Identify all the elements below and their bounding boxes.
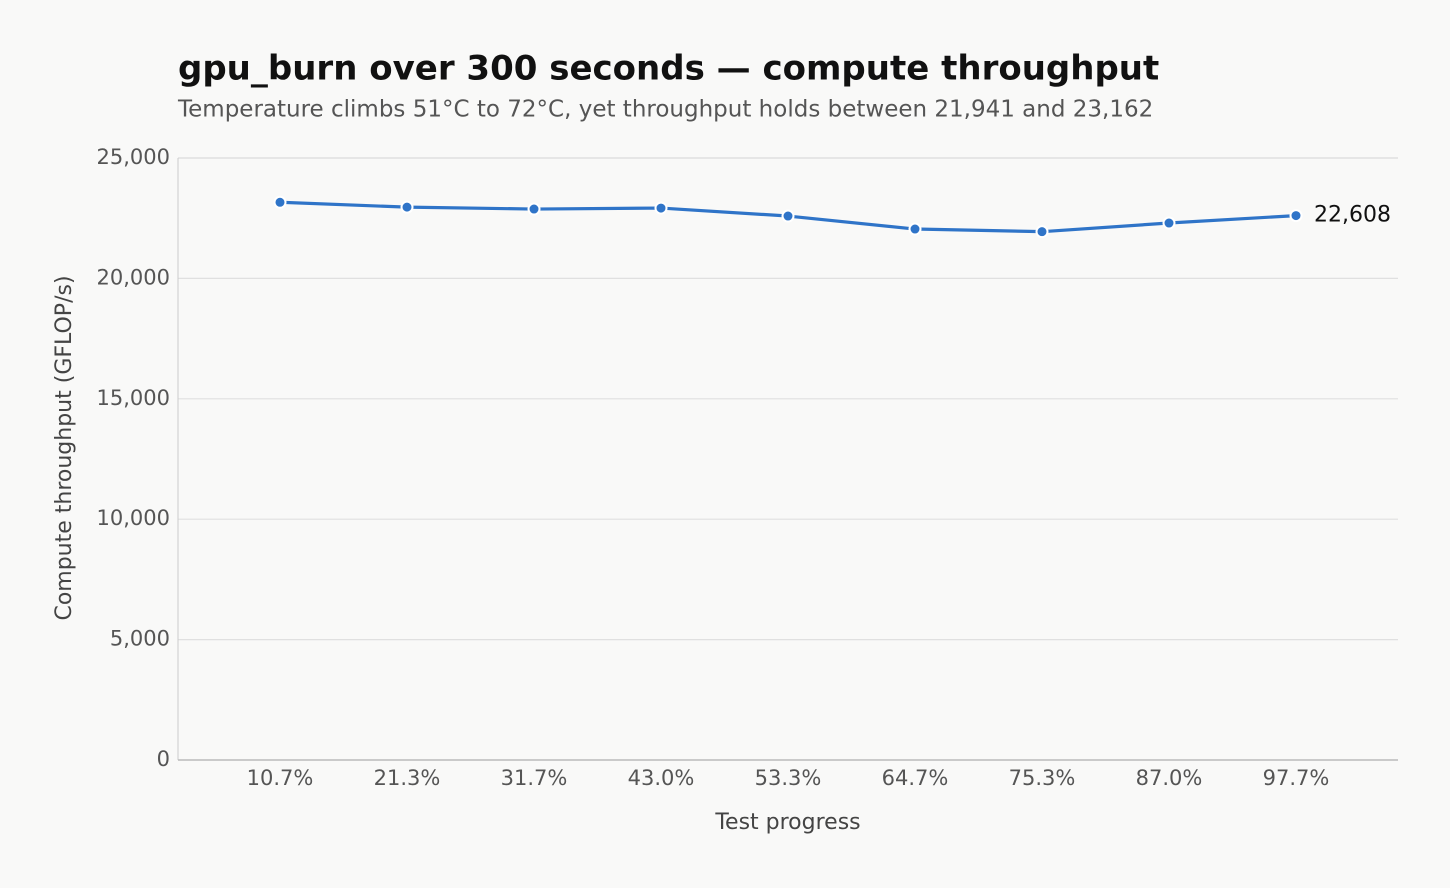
- plot-area: 22,608: [273, 195, 1391, 239]
- x-tick-label: 43.0%: [628, 766, 695, 790]
- x-tick-label: 75.3%: [1009, 766, 1076, 790]
- y-axis-title: Compute throughput (GFLOP/s): [52, 275, 77, 620]
- data-point: [654, 201, 668, 215]
- data-point: [1035, 225, 1049, 239]
- x-tick-label: 97.7%: [1263, 766, 1330, 790]
- y-tick-label: 15,000: [97, 386, 170, 410]
- y-tick-label: 0: [157, 747, 170, 771]
- y-tick-label: 5,000: [110, 627, 170, 651]
- data-point: [527, 202, 541, 216]
- x-tick-label: 53.3%: [755, 766, 822, 790]
- x-tick-label: 21.3%: [374, 766, 441, 790]
- data-point: [273, 195, 287, 209]
- grid: 0 5,000 10,000 15,000 20,000 25,000 10.7% 21.3%…: [97, 145, 1398, 790]
- data-point: [908, 222, 922, 236]
- y-tick-label: 25,000: [97, 145, 170, 169]
- data-point: [1289, 209, 1303, 223]
- x-tick-label: 31.7%: [501, 766, 568, 790]
- y-tick-label: 20,000: [97, 265, 170, 289]
- x-tick-label: 64.7%: [882, 766, 949, 790]
- chart-subtitle: Temperature climbs 51°C to 72°C, yet thr…: [177, 97, 1153, 123]
- data-point: [1162, 216, 1176, 230]
- data-point: [400, 200, 414, 214]
- x-tick-label: 87.0%: [1136, 766, 1203, 790]
- data-point: [781, 209, 795, 223]
- value-label: 22,608: [1314, 203, 1391, 228]
- y-tick-label: 10,000: [97, 506, 170, 530]
- x-tick-label: 10.7%: [247, 766, 314, 790]
- x-axis-title: Test progress: [714, 810, 860, 835]
- chart-title: gpu_burn over 300 seconds — compute thro…: [178, 49, 1159, 89]
